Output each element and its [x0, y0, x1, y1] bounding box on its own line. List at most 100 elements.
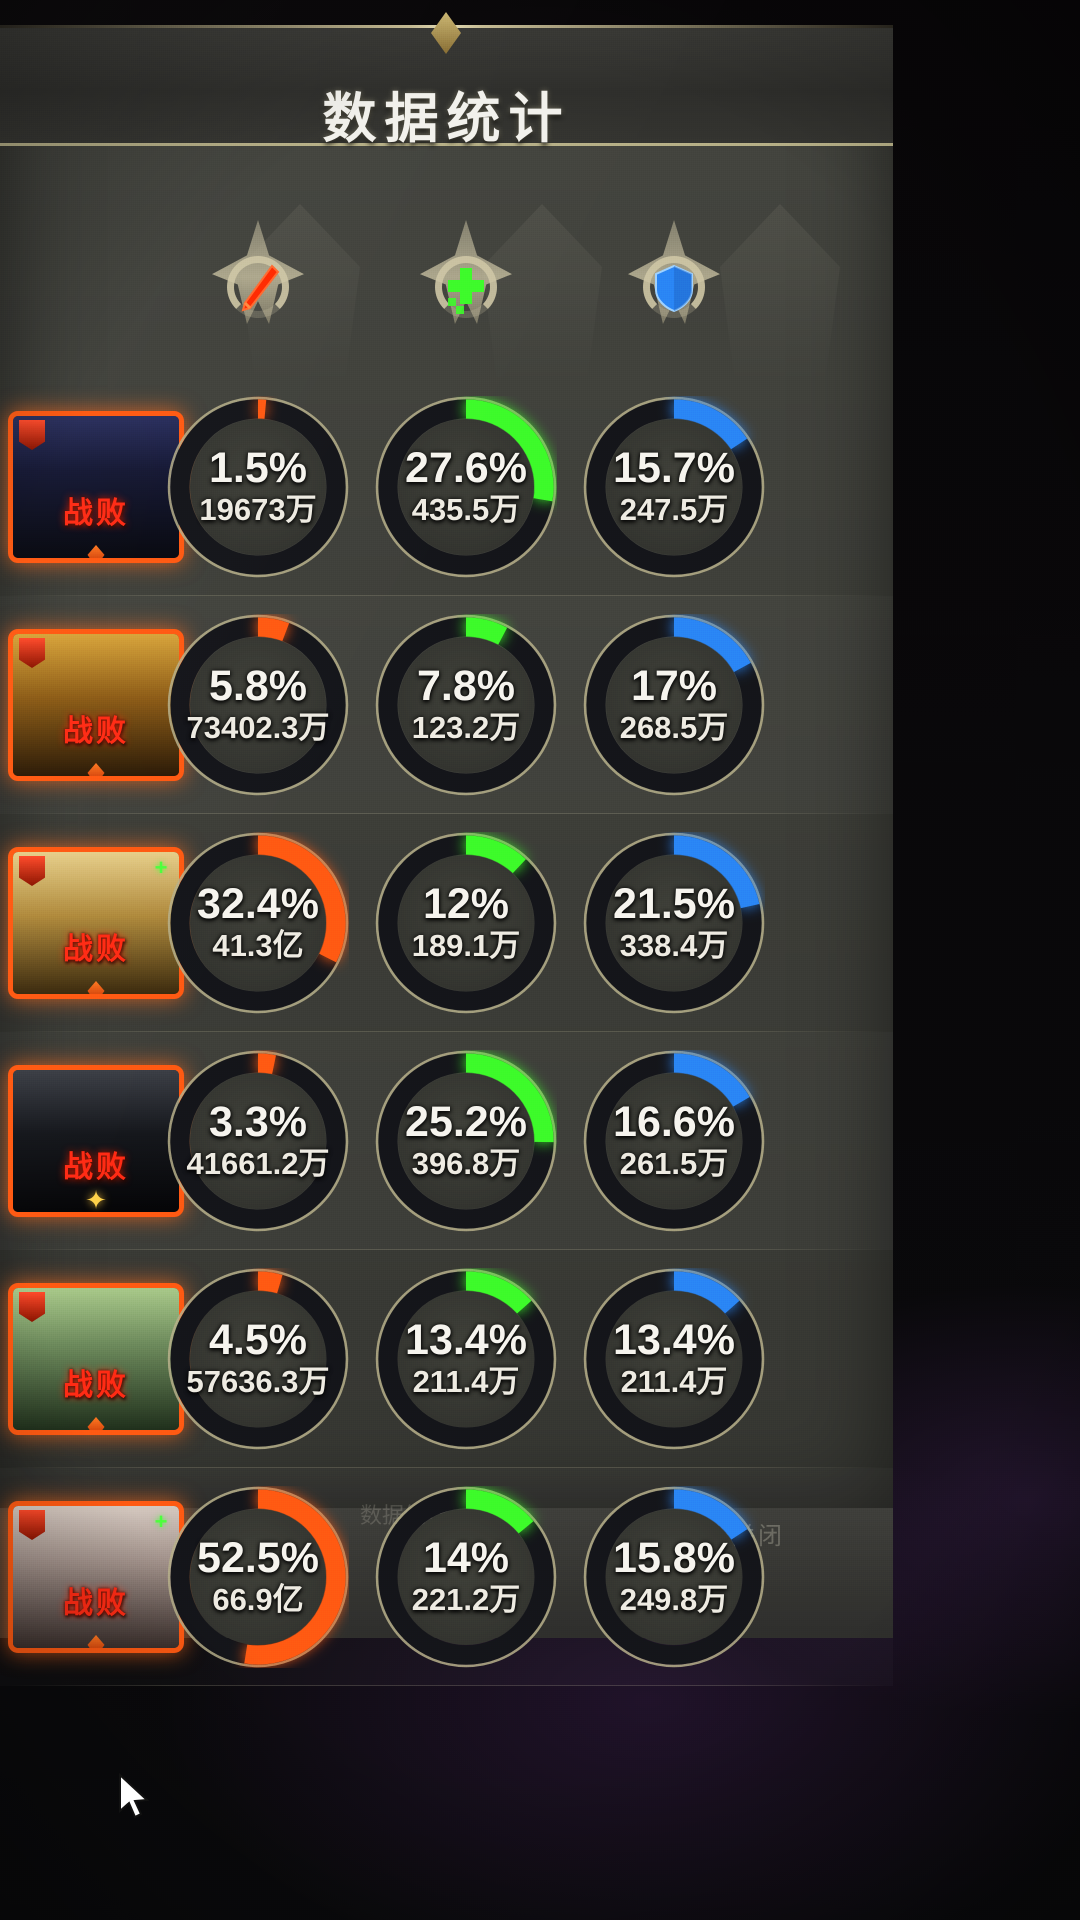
table-row[interactable]: + 战败 32.4% 41.3亿 12% 189.1万 21.5% 338.4万: [0, 814, 893, 1032]
table-row[interactable]: 战败 4.5% 57636.3万 13.4% 211.4万 13.4% 211.4万: [0, 1250, 893, 1468]
gauge-inner: 13.4% 211.4万: [398, 1291, 534, 1427]
avatar[interactable]: 战败: [8, 629, 184, 781]
donut-gauge-healing[interactable]: 12% 189.1万: [375, 832, 557, 1014]
gauge-percent: 3.3%: [208, 1097, 307, 1146]
gauge-value: 19673万: [199, 491, 317, 527]
avatar[interactable]: 战败 ✦: [8, 1065, 184, 1217]
shield-icon: [644, 258, 704, 318]
gauge-value: 396.8万: [411, 1145, 521, 1181]
gauge-inner: 14% 221.2万: [398, 1509, 534, 1645]
donut-gauge-shield[interactable]: 16.6% 261.5万: [583, 1050, 765, 1232]
donut-gauge-shield[interactable]: 15.7% 247.5万: [583, 396, 765, 578]
gauge-percent: 21.5%: [613, 879, 735, 928]
table-row[interactable]: + 战败 52.5% 66.9亿 14% 221.2万 15.8% 249.8万: [0, 1468, 893, 1686]
gauge-percent: 5.8%: [208, 661, 307, 710]
star-badge-icon: ✦: [85, 1185, 107, 1215]
donut-gauge-healing[interactable]: 13.4% 211.4万: [375, 1268, 557, 1450]
gauge-percent: 52.5%: [197, 1533, 319, 1582]
column-header-damage[interactable]: [168, 198, 348, 348]
donut-gauge-damage[interactable]: 32.4% 41.3亿: [167, 832, 349, 1014]
table-row[interactable]: 战败 1.5% 19673万 27.6% 435.5万 15.7% 247.5万: [0, 378, 893, 596]
gauge-inner: 15.8% 249.8万: [606, 1509, 742, 1645]
column-header-healing[interactable]: [376, 198, 556, 348]
gauge-percent: 13.4%: [405, 1315, 527, 1364]
donut-gauge-shield[interactable]: 15.8% 249.8万: [583, 1486, 765, 1668]
donut-gauge-healing[interactable]: 27.6% 435.5万: [375, 396, 557, 578]
stats-panel: 数据统计 战败 1.5% 19673万 27.6% 435.5万 15.7% 247.5万战…: [0, 12, 893, 1686]
title-bar: 数据统计: [0, 12, 893, 149]
gauge-percent: 13.4%: [613, 1315, 735, 1364]
column-header-shield[interactable]: [584, 198, 764, 348]
gauge-inner: 27.6% 435.5万: [398, 419, 534, 555]
gauge-percent: 25.2%: [405, 1097, 527, 1146]
donut-gauge-damage[interactable]: 52.5% 66.9亿: [167, 1486, 349, 1668]
mouse-cursor-icon: [119, 1773, 150, 1819]
gauge-value: 41.3亿: [212, 927, 304, 963]
status-badge: 战败: [63, 1369, 129, 1402]
gauge-value: 211.4万: [412, 1363, 520, 1399]
gauge-inner: 13.4% 211.4万: [606, 1291, 742, 1427]
status-badge: 战败: [63, 933, 129, 966]
gauge-value: 66.9亿: [212, 1581, 304, 1617]
donut-gauge-healing[interactable]: 25.2% 396.8万: [375, 1050, 557, 1232]
gauge-value: 221.2万: [411, 1581, 521, 1617]
status-badge: 战败: [63, 1151, 129, 1184]
page-title: 数据统计: [322, 89, 571, 149]
gauge-value: 338.4万: [619, 927, 729, 963]
gauge-inner: 52.5% 66.9亿: [190, 1509, 326, 1645]
table-row[interactable]: 战败 ✦ 3.3% 41661.2万 25.2% 396.8万 16.6% 261.5万: [0, 1032, 893, 1250]
gauge-percent: 15.8%: [613, 1533, 735, 1582]
donut-gauge-healing[interactable]: 14% 221.2万: [375, 1486, 557, 1668]
avatar[interactable]: 战败: [8, 411, 184, 563]
gauge-inner: 12% 189.1万: [398, 855, 534, 991]
gauge-value: 435.5万: [411, 491, 521, 527]
gauge-percent: 16.6%: [613, 1097, 735, 1146]
donut-gauge-shield[interactable]: 13.4% 211.4万: [583, 1268, 765, 1450]
gauge-inner: 4.5% 57636.3万: [186, 1291, 330, 1427]
gauge-inner: 3.3% 41661.2万: [186, 1073, 330, 1209]
donut-gauge-damage[interactable]: 5.8% 73402.3万: [167, 614, 349, 796]
gauge-percent: 7.8%: [416, 661, 515, 710]
gauge-inner: 21.5% 338.4万: [606, 855, 742, 991]
sword-icon: [228, 258, 288, 318]
gauge-value: 41661.2万: [186, 1145, 330, 1181]
gauge-value: 249.8万: [619, 1581, 729, 1617]
gauge-inner: 16.6% 261.5万: [606, 1073, 742, 1209]
gauge-inner: 25.2% 396.8万: [398, 1073, 534, 1209]
donut-gauge-shield[interactable]: 17% 268.5万: [583, 614, 765, 796]
stats-rows: 战败 1.5% 19673万 27.6% 435.5万 15.7% 247.5万战败 5.8%…: [0, 378, 893, 1686]
donut-gauge-healing[interactable]: 7.8% 123.2万: [375, 614, 557, 796]
gauge-value: 211.4万: [620, 1363, 728, 1399]
gauge-value: 123.2万: [411, 709, 521, 745]
gauge-inner: 7.8% 123.2万: [398, 637, 534, 773]
gauge-inner: 32.4% 41.3亿: [190, 855, 326, 991]
gauge-value: 73402.3万: [186, 709, 330, 745]
donut-gauge-shield[interactable]: 21.5% 338.4万: [583, 832, 765, 1014]
gauge-value: 57636.3万: [186, 1363, 330, 1399]
gauge-inner: 1.5% 19673万: [190, 419, 326, 555]
status-badge: 战败: [63, 1587, 129, 1620]
gauge-percent: 12%: [422, 879, 510, 928]
diamond-ornament-icon: [431, 12, 461, 54]
column-headers: [0, 198, 893, 348]
row-separator: [8, 1685, 885, 1686]
table-row[interactable]: 战败 5.8% 73402.3万 7.8% 123.2万 17% 268.5万: [0, 596, 893, 814]
status-badge: 战败: [63, 497, 129, 530]
status-badge: 战败: [63, 715, 129, 748]
avatar[interactable]: + 战败: [8, 1501, 184, 1653]
gauge-percent: 1.5%: [208, 443, 307, 492]
gauge-percent: 27.6%: [405, 443, 527, 492]
donut-gauge-damage[interactable]: 1.5% 19673万: [167, 396, 349, 578]
gauge-percent: 4.5%: [208, 1315, 307, 1364]
gauge-value: 268.5万: [619, 709, 729, 745]
gauge-percent: 17%: [630, 661, 718, 710]
donut-gauge-damage[interactable]: 4.5% 57636.3万: [167, 1268, 349, 1450]
avatar[interactable]: 战败: [8, 1283, 184, 1435]
donut-gauge-damage[interactable]: 3.3% 41661.2万: [167, 1050, 349, 1232]
avatar[interactable]: + 战败: [8, 847, 184, 999]
gauge-value: 261.5万: [619, 1145, 729, 1181]
gauge-inner: 15.7% 247.5万: [606, 419, 742, 555]
gauge-percent: 15.7%: [613, 443, 735, 492]
gauge-percent: 14%: [422, 1533, 510, 1582]
